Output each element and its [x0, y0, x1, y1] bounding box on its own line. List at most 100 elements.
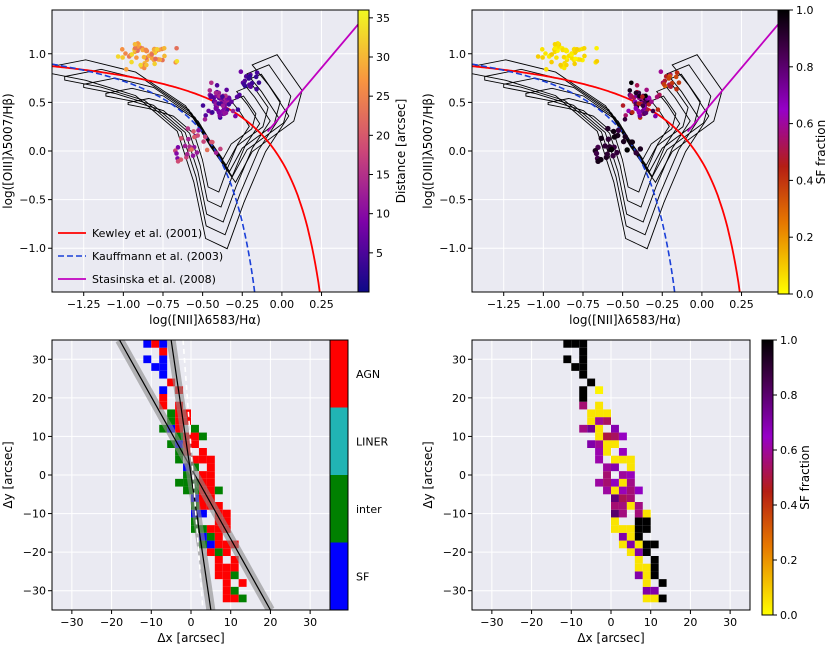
map-pixel [611, 486, 619, 495]
map-pixel [571, 363, 580, 371]
data-point [643, 110, 649, 116]
map-pixel [634, 532, 643, 541]
map-pixel [618, 478, 627, 487]
map-pixel [626, 486, 635, 495]
data-point [669, 80, 675, 86]
colorbar-tick-label: 0.0 [780, 609, 798, 622]
data-point [153, 56, 158, 62]
map-pixel [587, 378, 596, 387]
x-tick-label: −1.25 [67, 298, 101, 311]
data-point [254, 70, 260, 75]
map-pixel [214, 556, 223, 564]
x-tick-label: −0.25 [225, 298, 259, 311]
y-tick-label: 30 [452, 353, 466, 366]
map-pixel [198, 509, 207, 518]
map-pixel [230, 571, 239, 580]
y-axis-label: log([OIII]λ5007/Hβ) [1, 93, 15, 208]
data-point [204, 147, 210, 153]
map-pixel [587, 440, 596, 448]
map-pixel [618, 540, 627, 549]
data-point [620, 103, 626, 108]
data-point [650, 108, 656, 114]
kauffmann-curve [52, 63, 256, 292]
map-pixel [222, 540, 231, 549]
data-point [661, 81, 667, 87]
y-axis-label: Δy [arcsec] [421, 441, 435, 508]
data-point [175, 159, 181, 164]
plot-area [52, 24, 358, 292]
map-pixel [222, 579, 231, 587]
map-pixel [214, 563, 223, 572]
map-pixel [618, 486, 627, 495]
x-tick-label: −0.75 [566, 298, 600, 311]
map-pixel [603, 440, 611, 448]
data-point [640, 103, 646, 109]
data-point [214, 83, 220, 88]
colorbar-label-sf: SF [356, 570, 369, 583]
panel-map_sf_fraction: −30 −20 −10 0 10 20 30 −30 −20 −10 0 10 20 30 Δx [arcs… [421, 339, 751, 645]
map-pixel [603, 409, 611, 418]
map-pixel [151, 363, 160, 371]
x-tick-label: −30 [480, 616, 503, 629]
data-point [162, 53, 167, 59]
colorbar-tick-label: 25 [376, 90, 390, 103]
data-point [186, 136, 191, 142]
data-point [220, 94, 225, 99]
map-pixel [206, 486, 215, 495]
data-point [141, 54, 147, 60]
map-pixel [642, 594, 651, 603]
colorbar-segment-inter [330, 475, 348, 543]
map-pixel [618, 509, 627, 518]
data-point [655, 107, 661, 112]
y-tick-label: −0.5 [439, 194, 466, 207]
data-point [246, 76, 252, 81]
data-point [202, 134, 208, 140]
data-point [674, 70, 680, 75]
x-tick-label: 0.25 [729, 298, 754, 311]
map-pixel [214, 486, 223, 495]
x-tick-label: 20 [683, 616, 697, 629]
x-tick-label: 20 [263, 616, 277, 629]
map-pixel [626, 494, 635, 502]
y-tick-label: 10 [32, 430, 46, 443]
data-point [633, 105, 639, 111]
data-point [202, 117, 208, 122]
y-tick-label: 1.0 [29, 48, 47, 61]
data-point [620, 138, 627, 145]
map-pixel [634, 540, 643, 549]
y-tick-label: 20 [452, 392, 466, 405]
kinematic-axis-line [170, 340, 212, 610]
x-tick-label: 0.00 [690, 298, 715, 311]
data-point [552, 45, 558, 51]
map-pixel [603, 448, 611, 456]
data-point [615, 127, 622, 134]
data-point [554, 55, 559, 60]
x-tick-label: 30 [723, 616, 737, 629]
map-pixel [206, 455, 215, 464]
map-pixel [595, 448, 604, 456]
map-pixel [222, 548, 231, 556]
map-pixel [175, 478, 184, 487]
map-pixel [159, 370, 168, 379]
map-pixel [230, 563, 239, 572]
y-tick-label: −10 [443, 508, 466, 521]
map-pixel [603, 417, 611, 425]
map-pixel [198, 432, 207, 441]
data-point [132, 45, 138, 51]
data-point [676, 80, 682, 85]
data-point [249, 80, 255, 86]
map-pixel [611, 424, 619, 433]
map-pixel [159, 340, 168, 348]
map-pixel [143, 340, 152, 348]
map-pixel [603, 471, 611, 479]
map-pixel [595, 455, 604, 464]
colorbar-tick-label: 20 [376, 129, 390, 142]
data-point [595, 158, 601, 165]
map-pixel [159, 394, 168, 402]
x-axis-label: Δx [arcsec] [157, 631, 224, 645]
map-pixel [618, 432, 627, 441]
map-pixel [183, 486, 191, 495]
map-pixel [626, 455, 635, 464]
data-point [191, 129, 196, 134]
panel-bpt_sf_fraction: −1.25 −1.00 −0.75 −0.50 −0.25 0.00 0.25 −1.0 −0.… [421, 9, 779, 327]
